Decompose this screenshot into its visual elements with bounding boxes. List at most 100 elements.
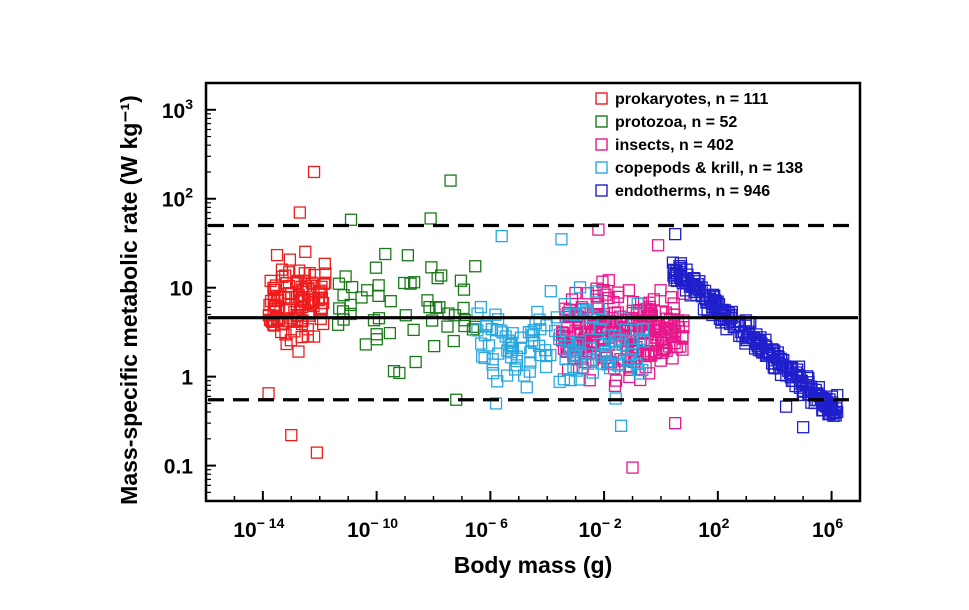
data-point (655, 328, 668, 341)
data-point (689, 282, 702, 295)
data-point (310, 446, 324, 459)
data-point (285, 428, 298, 442)
data-point (526, 334, 539, 347)
data-point (589, 285, 603, 298)
legend-swatch (595, 161, 608, 174)
data-point (435, 269, 448, 282)
data-point (637, 335, 650, 348)
data-point (524, 356, 537, 369)
data-point (583, 374, 596, 387)
data-point (727, 321, 740, 334)
data-point (408, 276, 421, 289)
data-point (425, 314, 439, 327)
data-point (457, 283, 471, 296)
legend-entry: endotherms, n = 946 (615, 183, 770, 200)
data-point (622, 284, 636, 297)
data-point (636, 323, 649, 336)
data-point (489, 397, 503, 410)
data-point (643, 348, 656, 361)
data-point (444, 174, 457, 187)
data-point (647, 293, 660, 306)
legend-entry: copepods & krill, n = 138 (615, 160, 803, 177)
legend-swatch (595, 92, 608, 105)
data-point (466, 323, 480, 336)
data-point (379, 247, 392, 261)
data-point (401, 249, 415, 262)
data-point (398, 276, 411, 290)
data-point (772, 356, 785, 369)
data-point (614, 419, 628, 432)
data-point (633, 332, 646, 345)
data-point (670, 268, 683, 281)
data-point (634, 373, 647, 387)
data-point (423, 300, 436, 314)
data-point (441, 320, 454, 333)
data-point (345, 280, 359, 294)
data-point (478, 351, 491, 365)
data-point (602, 274, 615, 287)
data-point (828, 406, 841, 420)
data-point (567, 348, 580, 361)
data-point (274, 325, 288, 339)
data-point (292, 345, 305, 358)
data-point (539, 360, 553, 374)
x-tick-label: 10− 2 (578, 515, 621, 542)
data-point (317, 277, 331, 290)
data-point (603, 362, 617, 375)
x-tick-label: 10− 14 (233, 515, 284, 542)
data-point (553, 328, 566, 342)
data-point (581, 357, 595, 370)
data-point (633, 367, 646, 380)
data-point (553, 375, 566, 389)
data-point (667, 269, 680, 282)
data-point (384, 295, 397, 308)
data-point (573, 281, 587, 294)
data-point (404, 277, 417, 290)
data-point (370, 333, 383, 346)
x-tick-label: 10− 6 (465, 515, 508, 542)
data-point (651, 239, 665, 252)
data-point (609, 346, 622, 359)
data-point (564, 374, 577, 387)
data-point (359, 338, 372, 351)
data-point (534, 348, 547, 362)
data-point (500, 369, 514, 382)
data-point (264, 294, 278, 308)
legend-swatch (595, 115, 608, 128)
data-point (262, 387, 275, 400)
data-point (457, 301, 470, 315)
reference-lines (208, 223, 858, 402)
data-point (777, 354, 790, 367)
legend-entry: insects, n = 402 (615, 137, 734, 154)
data-point (487, 366, 500, 380)
data-point (667, 302, 680, 315)
data-point (761, 345, 774, 358)
data-point (563, 308, 576, 321)
data-point (431, 272, 444, 285)
y-tick-label: 0.1 (164, 456, 194, 479)
data-point (298, 274, 311, 287)
data-point (524, 346, 537, 359)
data-point (633, 319, 646, 333)
data-point (742, 328, 755, 341)
data-point (555, 233, 568, 246)
data-point (544, 348, 557, 362)
data-point (581, 348, 594, 361)
data-point (393, 366, 406, 380)
data-point (590, 282, 603, 295)
data-point (715, 313, 729, 327)
data-point (293, 206, 306, 219)
data-point (829, 409, 842, 422)
data-point (780, 369, 793, 382)
data-point (355, 291, 368, 304)
data-point (280, 337, 293, 351)
data-point (636, 363, 649, 377)
data-point (573, 335, 586, 348)
legend-swatch (595, 138, 608, 151)
data-point (268, 299, 282, 312)
data-point (697, 303, 711, 316)
data-point (421, 294, 434, 307)
data-point (668, 271, 681, 284)
x-tick-label: 106 (812, 515, 843, 542)
data-point (428, 339, 441, 353)
